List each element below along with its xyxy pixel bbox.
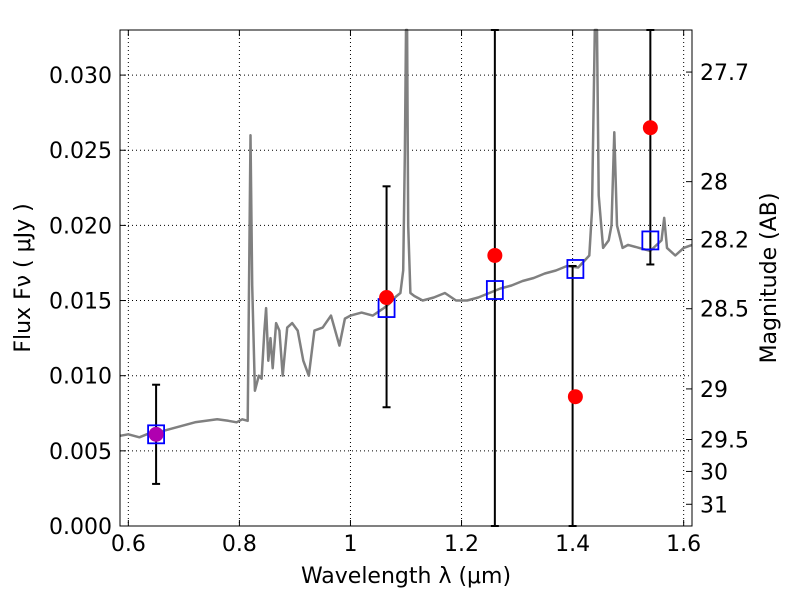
- y-axis-ticks: 0.000 0.005 0.010 0.015 0.020 0.025 0.030: [49, 64, 126, 540]
- plot-frame: [119, 29, 693, 527]
- right-axis-ticks: 27.7 28 28.2 28.5 29 29.5 30 31: [686, 61, 749, 518]
- x-tick-label: 1.4: [555, 532, 590, 557]
- y-tick-label: 0.015: [49, 290, 112, 315]
- y-axis-label: Flux Fν ( μJy ): [11, 203, 36, 352]
- x-tick-label: 0.8: [222, 532, 257, 557]
- y-tick-label: 0.020: [49, 214, 112, 239]
- observed-flux-point: [148, 426, 164, 442]
- model-photometry-square: [147, 424, 165, 445]
- model-photometry-square: [641, 230, 660, 251]
- right-tick-label: 29: [700, 378, 728, 403]
- right-tick-label: 28.2: [700, 229, 749, 254]
- x-tick-label: 1.2: [444, 532, 479, 557]
- right-tick-label: 29.5: [700, 429, 749, 454]
- y-tick-label: 0.000: [49, 515, 112, 540]
- model-photometry-square: [485, 280, 504, 300]
- right-tick-label: 30: [700, 460, 728, 485]
- observed-flux-point: [642, 120, 658, 136]
- right-tick-label: 28: [700, 171, 728, 196]
- x-tick-label: 1: [343, 532, 357, 557]
- right-tick-label: 27.7: [700, 61, 749, 86]
- observed-flux-point: [567, 389, 583, 405]
- y-tick-label: 0.010: [49, 365, 112, 390]
- x-axis-label: Wavelength λ (μm): [301, 564, 511, 589]
- x-tick-label: 1.6: [666, 532, 701, 557]
- observed-flux-layer: [148, 120, 658, 442]
- x-axis-ticks: 0.6 0.8 1 1.2 1.4 1.6: [111, 30, 701, 557]
- observed-flux-point: [487, 247, 503, 263]
- model-photometry-square: [566, 259, 585, 279]
- y-tick-label: 0.005: [49, 440, 112, 465]
- right-axis-label: Magnitude (AB): [757, 193, 782, 364]
- y-tick-label: 0.030: [49, 64, 112, 89]
- spectrum-layer: [119, 28, 693, 439]
- y-tick-label: 0.025: [49, 139, 112, 164]
- right-tick-label: 28.5: [700, 298, 749, 323]
- x-tick-label: 0.6: [111, 532, 146, 557]
- spectrum-line: [119, 28, 693, 439]
- right-tick-label: 31: [700, 493, 728, 518]
- observed-flux-point: [379, 290, 395, 306]
